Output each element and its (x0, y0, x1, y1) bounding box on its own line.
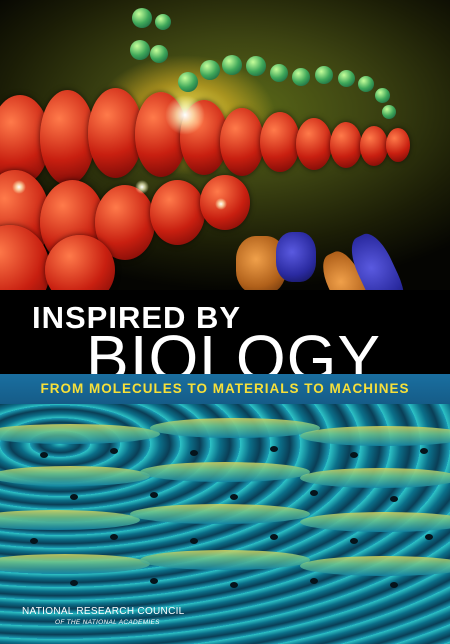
helix-bead (358, 76, 374, 92)
red-fiber-bead (386, 128, 410, 162)
surface-pit (420, 448, 428, 454)
surface-pit (190, 538, 198, 544)
surface-pit (110, 534, 118, 540)
surface-ridge (0, 466, 150, 486)
surface-pit (70, 580, 78, 586)
helix-bead (222, 55, 242, 75)
red-fiber-bead (88, 88, 143, 178)
helix-bead (178, 72, 198, 92)
light-glow (12, 180, 26, 194)
helix-bead (375, 88, 390, 103)
red-fiber-bead (45, 235, 115, 290)
surface-ridge (300, 468, 450, 488)
surface-pit (230, 494, 238, 500)
surface-ridge (140, 462, 310, 482)
title-line-1: INSPIRED BY (32, 300, 242, 335)
light-glow (215, 198, 227, 210)
surface-pit (270, 446, 278, 452)
publisher-subtitle: OF THE NATIONAL ACADEMIES (55, 619, 160, 626)
helix-bead (315, 66, 333, 84)
helix-bead (200, 60, 220, 80)
red-fiber-bead (260, 112, 300, 172)
red-fiber-bead (330, 122, 362, 168)
surface-ridge (300, 512, 450, 532)
red-fiber-bead (40, 90, 95, 185)
red-fiber-bead (296, 118, 332, 170)
helix-bead (338, 70, 355, 87)
helix-bead (130, 40, 150, 60)
surface-ridge (300, 426, 450, 446)
helix-bead (155, 14, 171, 30)
publisher-name: NATIONAL RESEARCH COUNCIL (22, 606, 185, 617)
helix-bead (270, 64, 288, 82)
light-glow (165, 95, 205, 135)
surface-ridge (130, 504, 310, 524)
surface-pit (390, 582, 398, 588)
helix-bead (382, 105, 396, 119)
helix-bead (132, 8, 152, 28)
surface-pit (230, 582, 238, 588)
surface-pit (190, 450, 198, 456)
surface-pit (310, 490, 318, 496)
title-background (0, 290, 450, 374)
red-fiber-bead (220, 108, 264, 176)
helix-bead (150, 45, 168, 63)
red-fiber-bead (360, 126, 388, 166)
light-glow (135, 180, 149, 194)
subtitle-bar (0, 374, 450, 404)
red-fiber-bead (150, 180, 205, 245)
surface-pit (390, 496, 398, 502)
surface-pit (70, 494, 78, 500)
subtitle: FROM MOLECULES TO MATERIALS TO MACHINES (40, 381, 410, 396)
surface-pit (425, 534, 433, 540)
surface-pit (30, 538, 38, 544)
surface-ridge (0, 424, 160, 444)
surface-pit (150, 578, 158, 584)
cover-illustration-top (0, 0, 450, 290)
cover-illustration-bottom (0, 404, 450, 644)
surface-ridge (140, 550, 310, 570)
surface-pit (270, 534, 278, 540)
surface-pit (110, 448, 118, 454)
surface-pit (40, 452, 48, 458)
surface-ridge (0, 554, 150, 574)
surface-pit (150, 492, 158, 498)
molecule-model-blue (276, 232, 316, 282)
helix-bead (292, 68, 310, 86)
surface-pit (310, 578, 318, 584)
surface-pit (350, 538, 358, 544)
surface-ridge (300, 556, 450, 576)
helix-bead (246, 56, 266, 76)
surface-ridge (0, 510, 140, 530)
surface-ridge (150, 418, 320, 438)
surface-pit (350, 452, 358, 458)
